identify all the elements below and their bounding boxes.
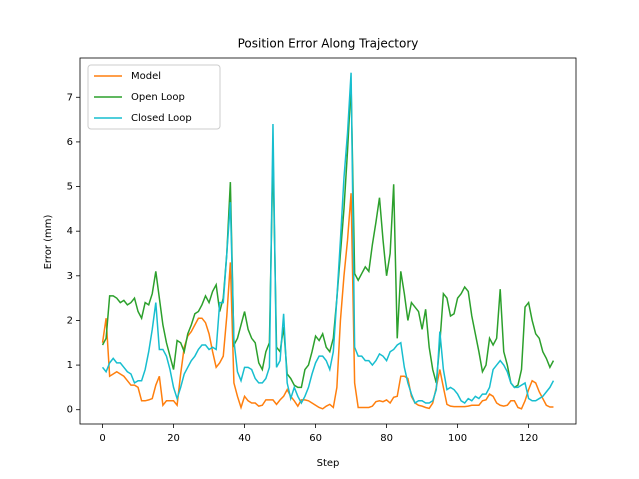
x-tick-label: 40 [238, 433, 251, 444]
x-tick-label: 20 [167, 433, 180, 444]
x-tick-label: 0 [99, 433, 105, 444]
y-tick-label: 1 [67, 360, 73, 371]
y-tick-label: 5 [67, 182, 73, 193]
y-tick-label: 3 [67, 271, 73, 282]
x-axis-label: Step [317, 458, 340, 469]
legend-label: Model [131, 71, 161, 82]
x-tick-label: 120 [519, 433, 538, 444]
legend-label: Open Loop [131, 92, 185, 103]
y-tick-label: 0 [67, 405, 73, 416]
line-series [101, 193, 554, 410]
legend-box [87, 64, 221, 130]
x-tick-label: 60 [309, 433, 322, 444]
line-series [101, 83, 555, 389]
chart-title: Position Error Along Trajectory [238, 37, 419, 51]
y-axis-label: Error (mm) [43, 214, 54, 269]
plot-frame [79, 57, 577, 425]
line-series [101, 72, 555, 405]
legend-label: Closed Loop [131, 113, 192, 124]
y-tick-label: 2 [67, 315, 73, 326]
x-tick-label: 100 [448, 433, 467, 444]
y-tick-label: 7 [67, 92, 73, 103]
x-tick-label: 80 [380, 433, 393, 444]
y-tick-label: 4 [67, 226, 73, 237]
y-tick-label: 6 [67, 137, 73, 148]
